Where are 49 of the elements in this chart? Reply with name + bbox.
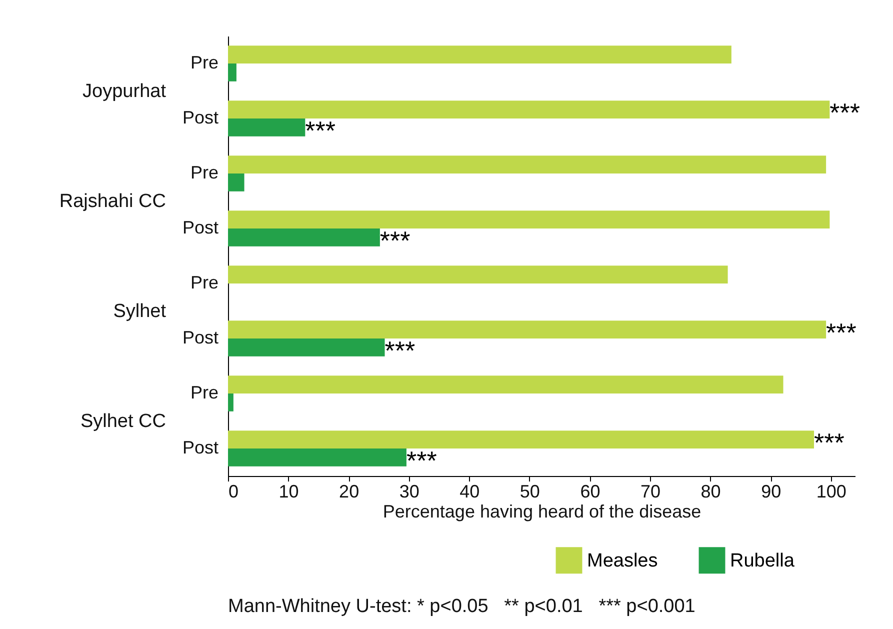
data-label: ***: [406, 445, 437, 476]
y-tick-label: Post: [182, 438, 218, 458]
y-tick-label: Pre: [190, 162, 218, 182]
y-tick-label: Post: [182, 108, 218, 128]
text: Rajshahi CC: [59, 191, 166, 212]
x-tick-label: 70: [640, 482, 661, 502]
data-label: ***: [380, 225, 410, 256]
bar: [228, 46, 732, 64]
bar: [228, 118, 306, 136]
y-tick-label: Post: [182, 328, 218, 348]
bar: [228, 266, 728, 284]
data-label: ***: [826, 318, 856, 348]
bar: [228, 100, 830, 118]
x-tick-label: 60: [580, 482, 600, 502]
bar: [228, 64, 236, 82]
x-tick-label: 100: [816, 482, 846, 502]
x-axis-title: Percentage having heard of the disease: [382, 502, 702, 522]
text: Mann-Whitney U-test: * p<0.05 ** p<0.01 *** p<0.001: [228, 596, 696, 618]
x-tick-label: 10: [278, 482, 299, 502]
bar: [228, 448, 406, 466]
y-tick-label: Pre: [190, 272, 218, 292]
x-tick-label: 0: [228, 482, 239, 502]
bar: [228, 210, 830, 228]
y-tick-label: Post: [182, 218, 218, 238]
x-tick-label: 20: [339, 482, 360, 502]
bar: [228, 338, 385, 356]
legend-label: Measles: [587, 550, 658, 572]
data-label: ***: [830, 98, 860, 128]
x-tick-label: 90: [761, 482, 782, 502]
x-tick-label: 30: [399, 482, 420, 502]
bar: [228, 156, 826, 174]
x-tick-label: 50: [520, 482, 540, 502]
y-tick-label: Pre: [190, 382, 218, 402]
x-tick-label: 40: [460, 482, 480, 502]
bar: [228, 320, 826, 338]
x-tick-label: 80: [700, 482, 721, 502]
bar: [228, 394, 234, 412]
bar: [228, 430, 814, 448]
text: Sylhet CC: [80, 411, 166, 432]
legend-label: Rubella: [730, 550, 795, 572]
data-label: ***: [305, 115, 336, 146]
bar: [228, 376, 784, 394]
data-label: ***: [814, 428, 844, 458]
bar: [228, 174, 244, 192]
text: Sylhet: [113, 301, 167, 322]
y-tick-label: Pre: [190, 52, 218, 72]
data-label: ***: [384, 335, 416, 366]
text: Joypurhat: [82, 81, 167, 102]
bar: [228, 228, 380, 246]
